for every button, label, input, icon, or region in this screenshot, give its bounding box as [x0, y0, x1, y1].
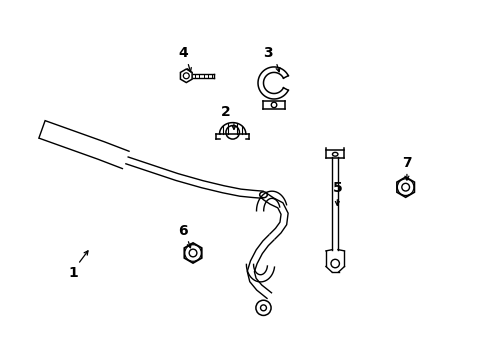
Circle shape — [255, 300, 270, 315]
Polygon shape — [180, 69, 192, 82]
Text: 3: 3 — [263, 46, 272, 60]
Text: 5: 5 — [332, 181, 342, 195]
Text: 2: 2 — [220, 105, 230, 120]
Text: 1: 1 — [69, 266, 79, 280]
Polygon shape — [396, 177, 414, 197]
Ellipse shape — [332, 152, 337, 156]
Ellipse shape — [259, 192, 267, 198]
Text: 7: 7 — [401, 156, 411, 170]
Text: 6: 6 — [178, 224, 188, 238]
Circle shape — [330, 259, 339, 268]
Text: 4: 4 — [178, 46, 188, 60]
Polygon shape — [184, 243, 202, 263]
